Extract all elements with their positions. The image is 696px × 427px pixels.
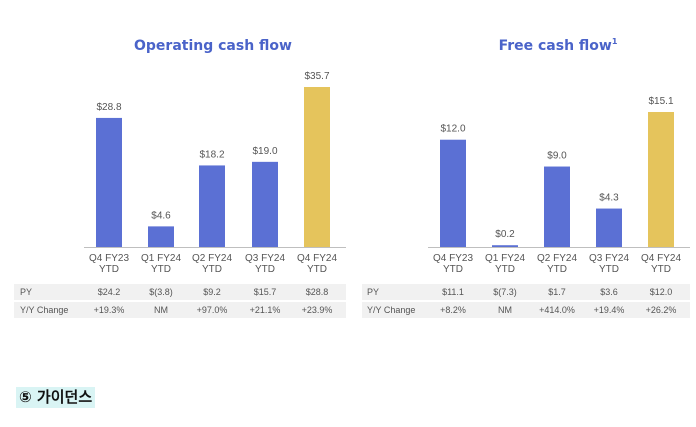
data-label: $15.1 [648,96,673,107]
cash-flow-charts: Operating cash flow$28.8Q4 FY23YTD$4.6Q1… [14,37,690,318]
bar [648,112,674,247]
table-row [14,302,346,318]
guidance-heading: ⑤ 가이던스 [16,387,96,408]
bar [440,139,466,247]
table-cell: +21.1% [250,305,281,315]
table-cell: +19.3% [94,305,125,315]
table-row-label: Y/Y Change [20,305,68,315]
table-row [14,284,346,300]
bar [544,166,570,247]
category-label: Q4 FY24 [641,253,681,264]
bar [96,117,122,247]
category-label: YTD [443,264,463,275]
category-label: YTD [495,264,515,275]
table-cell: $12.0 [650,287,673,297]
table-row-label: PY [367,287,379,297]
table-cell: +23.9% [302,305,333,315]
table-cell: NM [154,305,168,315]
bar [492,245,518,247]
table-cell: $11.1 [442,287,464,297]
table-cell: $24.2 [98,287,121,297]
data-label: $4.6 [151,210,171,221]
chart-title: Free cash flow1 [499,37,618,54]
data-label: $4.3 [599,193,619,204]
table-cell: $3.6 [600,287,618,297]
table-cell: +19.4% [594,305,625,315]
category-label: YTD [599,264,619,275]
data-label: $19.0 [252,146,277,157]
bar [304,87,330,247]
data-label: $35.7 [304,71,329,82]
chart-title: Operating cash flow [134,38,292,54]
category-label: YTD [651,264,671,275]
data-label: $18.2 [199,149,224,160]
table-cell: +8.2% [440,305,466,315]
chart-1: Operating cash flow$28.8Q4 FY23YTD$4.6Q1… [14,38,346,318]
category-label: YTD [255,264,275,275]
bar [596,208,622,247]
category-label: Q3 FY24 [589,253,629,264]
footnote-marker: 1 [612,37,618,46]
category-label: YTD [202,264,222,275]
bar [252,161,278,247]
data-label: $28.8 [96,102,121,113]
table-cell: $(7.3) [493,287,517,297]
table-cell: NM [498,305,512,315]
table-row-label: Y/Y Change [367,305,415,315]
category-label: Q2 FY24 [537,253,577,264]
table-cell: $(3.8) [149,287,173,297]
data-label: $12.0 [440,124,465,135]
bar [148,226,174,247]
table-row [362,284,690,300]
category-label: YTD [547,264,567,275]
category-label: Q1 FY24 [141,253,181,264]
table-cell: $1.7 [548,287,566,297]
table-cell: +97.0% [197,305,228,315]
category-label: YTD [99,264,119,275]
category-label: YTD [307,264,327,275]
table-cell: $9.2 [203,287,221,297]
table-cell: +26.2% [646,305,677,315]
category-label: Q4 FY23 [89,253,129,264]
bar [199,165,225,247]
table-cell: +414.0% [539,305,575,315]
table-row [362,302,690,318]
category-label: Q4 FY24 [297,253,337,264]
table-cell: $28.8 [306,287,329,297]
data-label: $9.0 [547,151,567,162]
table-cell: $15.7 [254,287,277,297]
category-label: Q2 FY24 [192,253,232,264]
category-label: Q1 FY24 [485,253,525,264]
category-label: Q4 FY23 [433,253,473,264]
category-label: YTD [151,264,171,275]
table-row-label: PY [20,287,32,297]
category-label: Q3 FY24 [245,253,285,264]
data-label: $0.2 [495,229,515,240]
